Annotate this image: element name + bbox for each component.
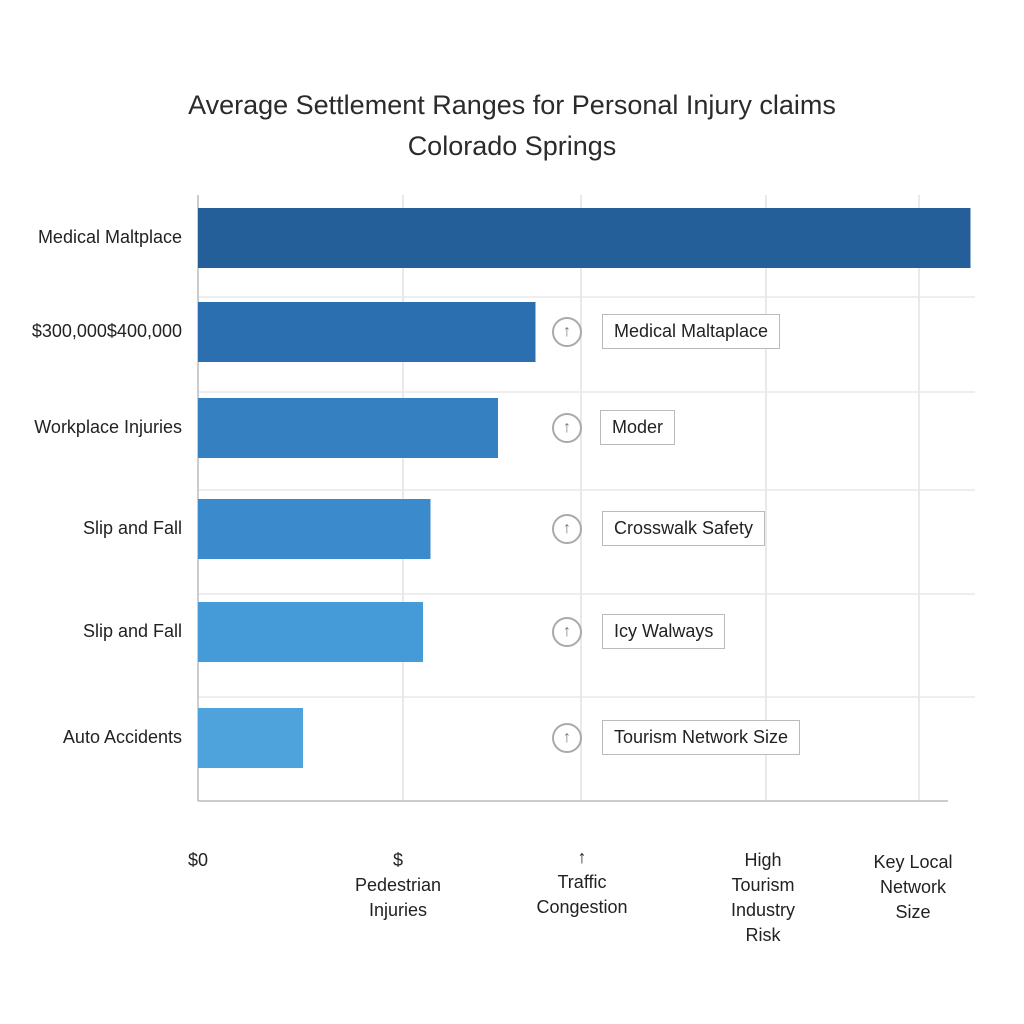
y-tick-label: Slip and Fall	[82, 621, 182, 641]
bar	[198, 398, 498, 458]
y-tick-label: Auto Accidents	[62, 727, 182, 747]
annotation-label: Tourism Network Size	[602, 720, 801, 755]
x-tick-label: ↑ Traffic Congestion	[536, 847, 628, 917]
y-tick-label: $300,000$400,000	[31, 321, 182, 341]
y-tick-label: Medical Maltplace	[37, 227, 182, 247]
bar	[198, 602, 423, 662]
arrow-up-circle-icon: ↑	[552, 723, 582, 753]
arrow-up-circle-icon: ↑	[552, 413, 582, 443]
arrow-up-circle-icon: ↑	[552, 617, 582, 647]
bar	[198, 708, 303, 768]
x-tick-label: $ Pedestrian Injuries	[354, 850, 442, 920]
bar	[198, 302, 536, 362]
chart-subtitle: Colorado Springs	[407, 131, 617, 161]
x-tick-label: Key Local Network Size	[873, 852, 953, 922]
chart-title: Average Settlement Ranges for Personal I…	[188, 90, 836, 120]
arrow-up-circle-icon: ↑	[552, 514, 582, 544]
annotation-label: Moder	[600, 410, 676, 445]
y-tick-label: Workplace Injuries	[34, 417, 182, 437]
bar	[198, 499, 431, 559]
annotation-label: Icy Walways	[602, 614, 726, 649]
x-tick-label: $0	[188, 850, 209, 870]
annotation-label: Medical Maltaplace	[602, 314, 781, 349]
arrow-up-circle-icon: ↑	[552, 317, 582, 347]
bar	[198, 208, 971, 268]
y-tick-label: Slip and Fall	[82, 518, 182, 538]
x-tick-label: High Tourism Industry Risk	[730, 850, 796, 945]
annotation-label: Crosswalk Safety	[602, 511, 766, 546]
